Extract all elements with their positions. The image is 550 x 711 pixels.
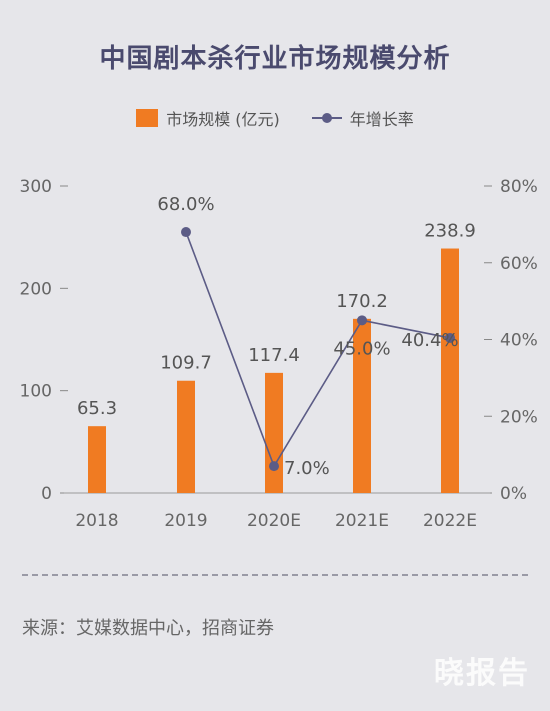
left-axis-tick-label: 100 — [20, 382, 52, 402]
bar-data-label: 65.3 — [77, 398, 117, 419]
bar-data-label: 109.7 — [160, 353, 212, 374]
x-axis-category-label: 2020E — [247, 511, 301, 531]
right-axis-tick-label: 20% — [500, 407, 538, 427]
line-data-label: 40.4% — [401, 330, 458, 351]
watermark-logo: 晓报告 — [434, 656, 530, 691]
bar-2022E — [441, 248, 459, 493]
growth-rate-point-2019 — [181, 227, 191, 238]
bar-data-label: 170.2 — [336, 291, 388, 312]
chart-legend: 市场规模 (亿元) 年增长率 — [0, 106, 550, 130]
bar-2020E — [265, 372, 283, 493]
source-note: 来源：艾媒数据中心，招商证券 — [22, 618, 274, 639]
bar-data-label: 238.9 — [424, 221, 476, 242]
legend-line-swatch — [311, 112, 342, 124]
x-axis-category-label: 2021E — [335, 511, 389, 531]
legend-bar-swatch — [136, 109, 159, 127]
left-axis-tick-label: 0 — [41, 484, 52, 504]
legend-label-growth-rate: 年增长率 — [349, 110, 414, 129]
left-axis-tick-label: 300 — [20, 177, 52, 197]
growth-rate-point-2020E — [269, 461, 279, 472]
right-axis-tick-label: 60% — [500, 254, 538, 274]
line-data-label: 45.0% — [333, 338, 390, 359]
growth-rate-line — [185, 231, 451, 468]
combo-chart: 0 100 200 300 0% 20% 40% 60% 80% 65.3 109.7 117.4 17… — [20, 177, 538, 531]
x-axis-category-label: 2019 — [164, 511, 207, 531]
divider — [22, 574, 528, 576]
bar-2018 — [88, 426, 106, 493]
growth-rate-point-2021E — [357, 315, 367, 326]
line-data-label: 7.0% — [284, 458, 330, 479]
growth-rate-point-2022E — [445, 332, 455, 343]
right-axis-tick-label: 0% — [500, 484, 527, 504]
legend-item-growth-rate: 年增长率 — [311, 106, 414, 130]
line-data-label: 68.0% — [157, 194, 214, 215]
left-axis-tick-label: 200 — [20, 279, 52, 299]
x-axis-category-label: 2018 — [75, 511, 118, 531]
bar-data-label: 117.4 — [248, 345, 300, 366]
bar-2021E — [353, 318, 371, 493]
legend-label-market-size: 市场规模 (亿元) — [166, 110, 280, 129]
legend-item-market-size: 市场规模 (亿元) — [136, 106, 280, 130]
x-axis-category-label: 2022E — [423, 511, 477, 531]
right-axis-tick-label: 40% — [500, 331, 538, 351]
chart-title: 中国剧本杀行业市场规模分析 — [99, 44, 451, 74]
bar-2019 — [177, 380, 195, 493]
right-axis-tick-label: 80% — [500, 177, 538, 197]
